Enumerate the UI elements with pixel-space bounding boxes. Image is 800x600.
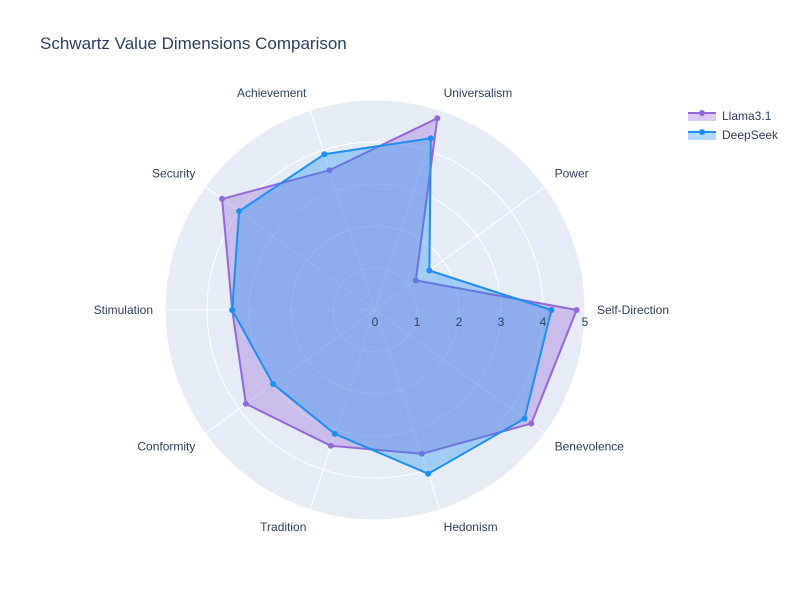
data-point[interactable]: [426, 267, 433, 274]
legend-label-deepseek: DeepSeek: [722, 127, 779, 142]
angular-gridline: [374, 110, 441, 311]
radial-tick-label: 0: [372, 315, 379, 329]
category-label: Tradition: [260, 520, 306, 534]
data-point[interactable]: [573, 307, 580, 313]
radial-tick-label: 2: [456, 315, 463, 329]
category-label: Security: [152, 167, 195, 181]
data-point[interactable]: [321, 151, 328, 158]
data-point[interactable]: [219, 195, 226, 202]
category-label: Achievement: [237, 86, 307, 100]
data-point[interactable]: [427, 135, 434, 142]
legend-swatch-llama: [688, 109, 716, 121]
data-point[interactable]: [270, 381, 277, 388]
data-point[interactable]: [242, 400, 249, 407]
data-point[interactable]: [327, 442, 334, 449]
series-deepseek: [229, 135, 555, 477]
category-label: Self-Direction: [597, 303, 669, 317]
data-point[interactable]: [326, 167, 333, 174]
data-point[interactable]: [412, 277, 419, 284]
angular-gridline: [374, 309, 546, 434]
legend-item-llama[interactable]: Llama3.1: [686, 106, 778, 125]
angular-gridline: [309, 110, 376, 311]
data-point[interactable]: [434, 115, 441, 122]
legend-item-deepseek[interactable]: DeepSeek: [686, 125, 778, 144]
data-point[interactable]: [229, 307, 236, 313]
category-label: Power: [555, 167, 589, 181]
data-point[interactable]: [425, 470, 432, 477]
legend-label-llama: Llama3.1: [722, 108, 772, 123]
legend: Llama3.1 DeepSeek: [686, 106, 778, 144]
radial-tick-label: 1: [414, 315, 421, 329]
angular-gridline: [374, 186, 546, 311]
data-point[interactable]: [418, 450, 425, 457]
axis-labels: 0 1 2 3 4 5 Self-Direction Power Universalism Ach…: [94, 86, 669, 534]
radial-tick-label: 4: [540, 315, 547, 329]
angular-gridline: [204, 186, 376, 311]
legend-swatch-deepseek: [688, 128, 716, 140]
angular-gridline: [204, 309, 376, 434]
angular-gridline: [309, 309, 376, 510]
category-label: Benevolence: [555, 439, 625, 453]
category-label: Universalism: [444, 86, 513, 100]
data-point[interactable]: [236, 208, 243, 215]
data-point[interactable]: [331, 430, 338, 437]
data-point[interactable]: [521, 415, 528, 422]
radial-tick-label: 5: [582, 315, 589, 329]
category-label: Hedonism: [444, 520, 498, 534]
category-label: Stimulation: [94, 303, 153, 317]
data-point[interactable]: [528, 420, 535, 427]
category-label: Conformity: [137, 439, 195, 453]
series-layer: [219, 115, 580, 477]
chart-title: Schwartz Value Dimensions Comparison: [40, 34, 347, 53]
data-point[interactable]: [548, 307, 555, 313]
radial-tick-label: 3: [498, 315, 505, 329]
